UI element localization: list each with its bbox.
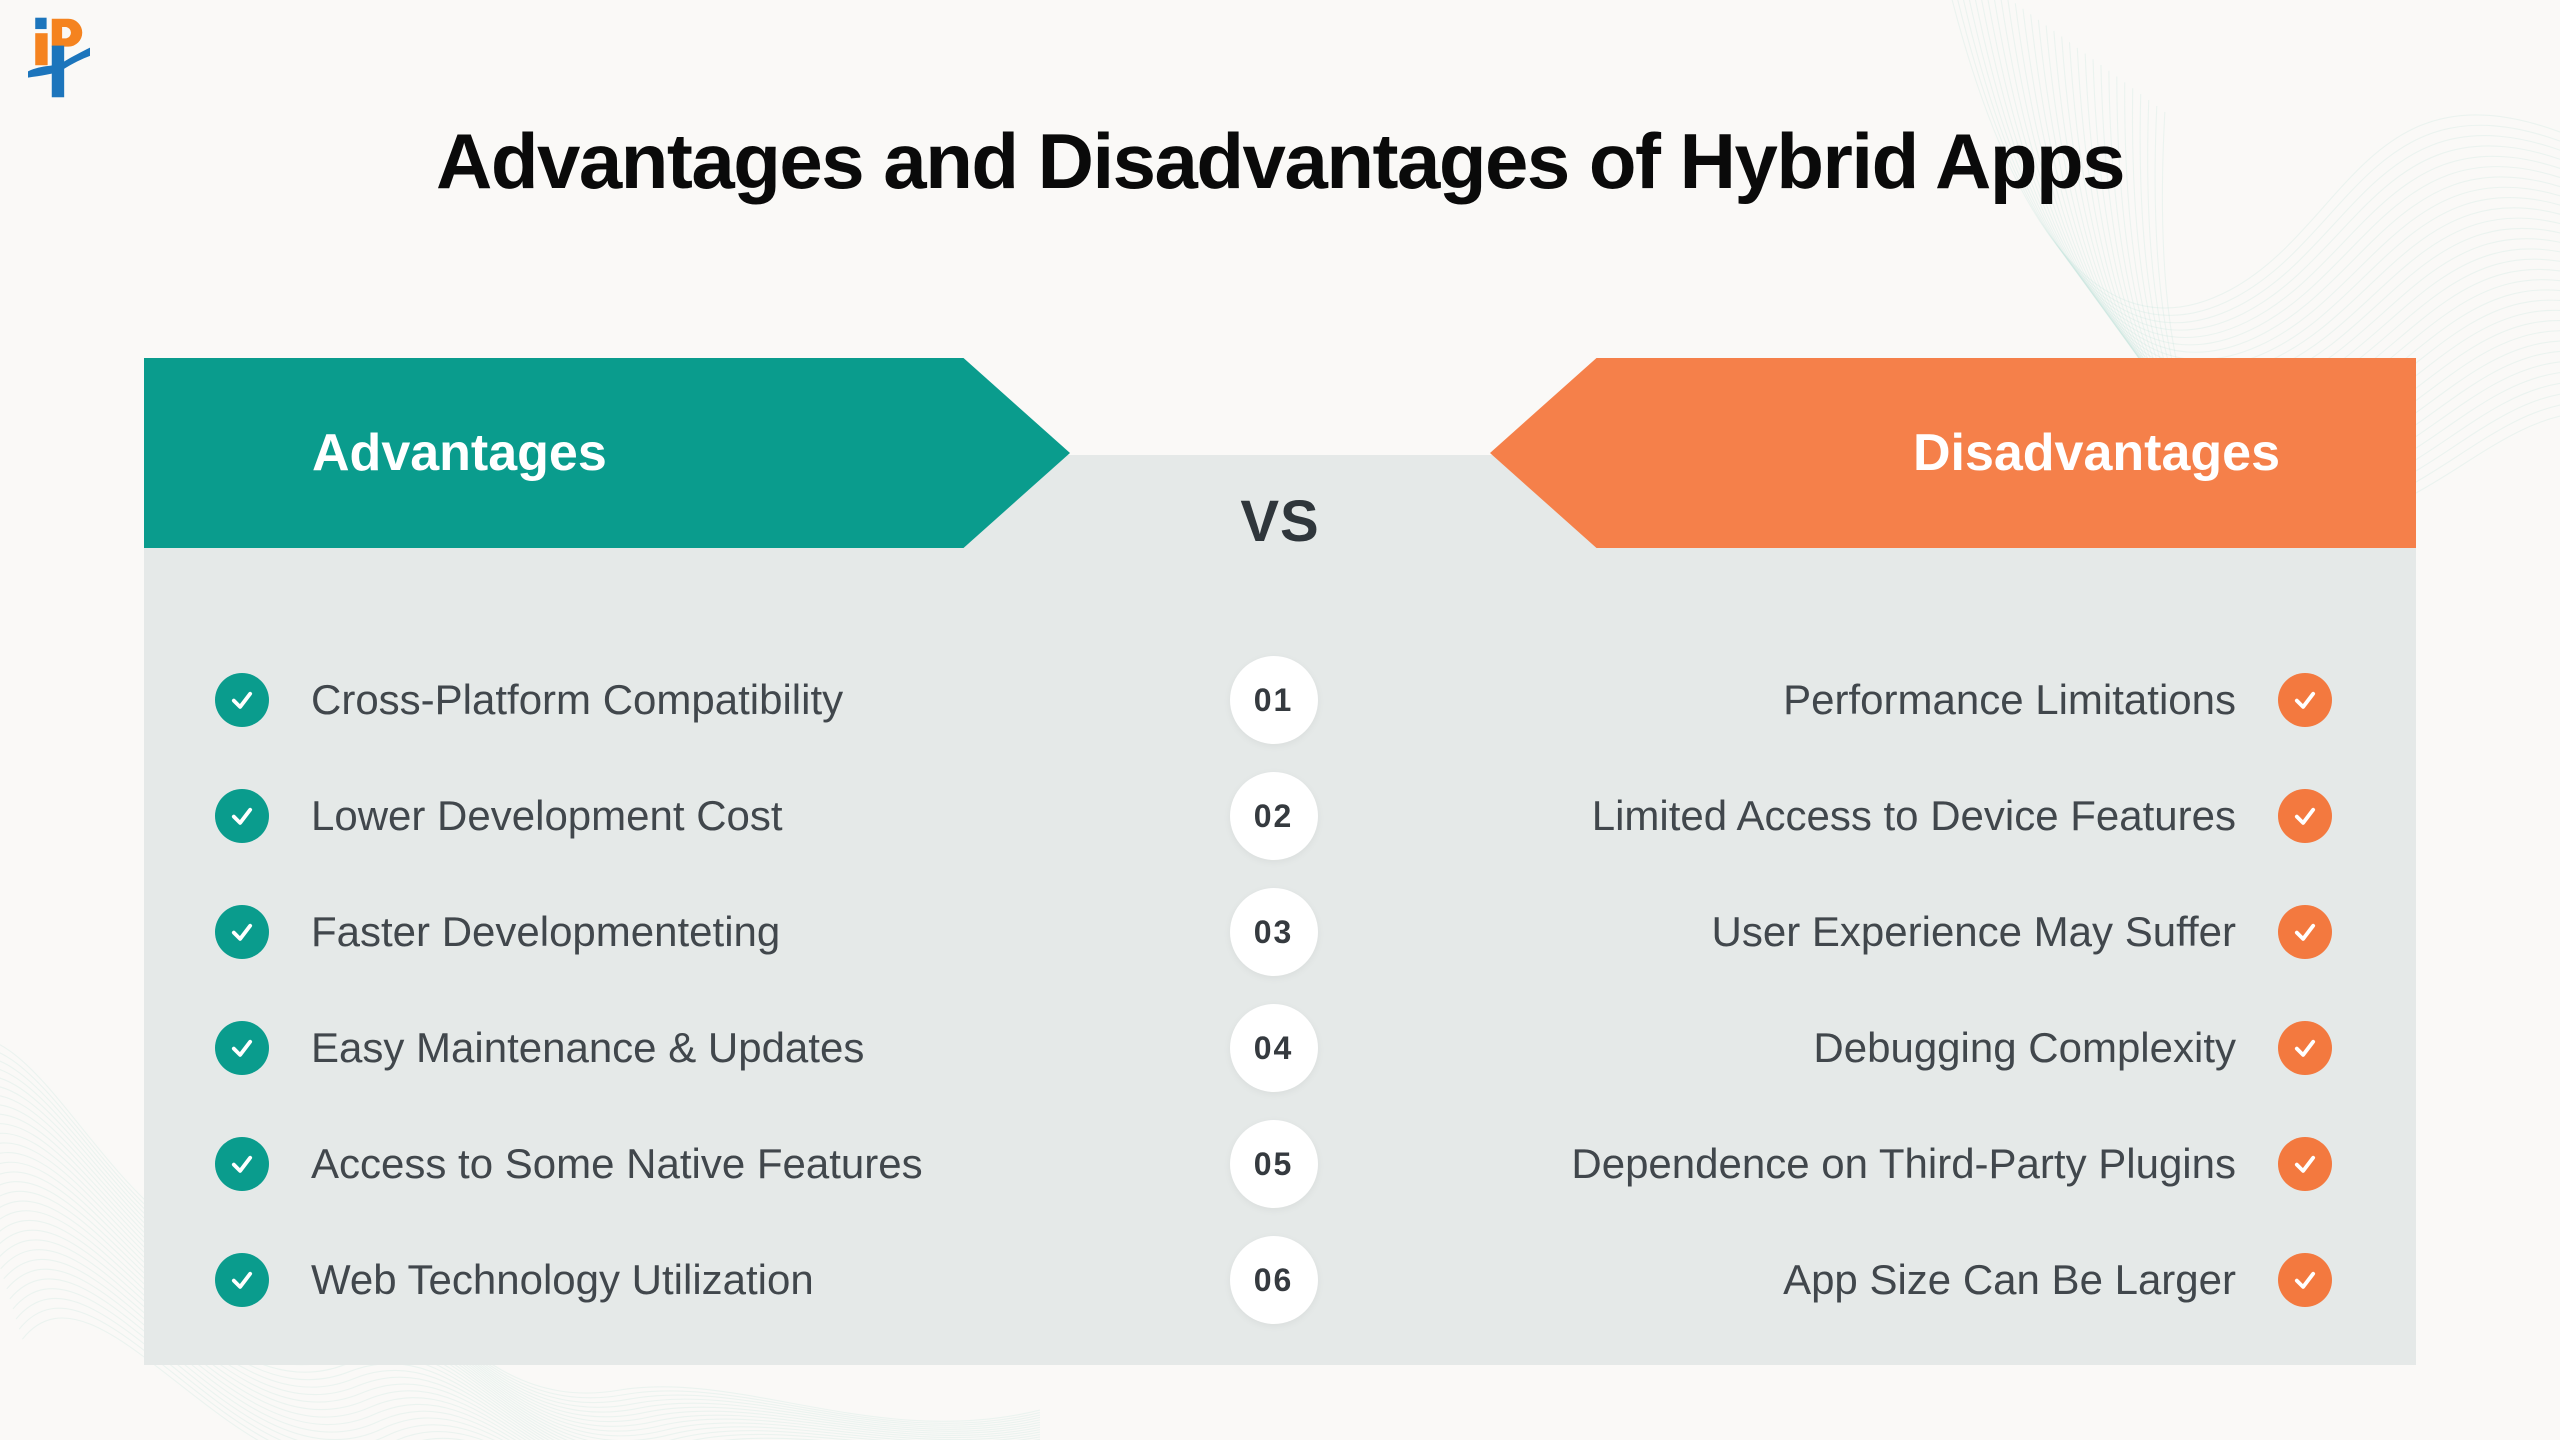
- disadvantage-label: User Experience May Suffer: [1711, 908, 2236, 955]
- row-number-badge: 01: [1229, 656, 1318, 744]
- comparison-row-6: Web Technology Utilization 06 App Size C…: [144, 1222, 2416, 1338]
- disadvantage-cell: Limited Access to Device Features: [1364, 789, 2417, 843]
- disadvantages-banner: Disadvantages: [1490, 358, 2416, 548]
- check-icon: [2278, 1021, 2332, 1075]
- advantage-label: Cross-Platform Compatibility: [311, 676, 844, 723]
- disadvantage-label: Debugging Complexity: [1813, 1024, 2236, 1071]
- advantage-label: Easy Maintenance & Updates: [311, 1024, 865, 1071]
- disadvantage-label: Limited Access to Device Features: [1591, 792, 2236, 839]
- check-icon: [215, 1253, 269, 1307]
- row-number-badge: 05: [1229, 1120, 1318, 1208]
- check-icon: [2278, 905, 2332, 959]
- comparison-row-3: Faster Developmenteting 03 User Experien…: [144, 874, 2416, 990]
- logo-p-shape: [51, 18, 83, 47]
- disadvantage-cell: App Size Can Be Larger: [1364, 1253, 2417, 1307]
- row-number-cell: 03: [1184, 888, 1364, 976]
- row-number-cell: 01: [1184, 656, 1364, 744]
- check-icon: [2278, 1253, 2332, 1307]
- check-icon: [2278, 1137, 2332, 1191]
- disadvantage-cell: User Experience May Suffer: [1364, 905, 2417, 959]
- row-number-cell: 04: [1184, 1004, 1364, 1092]
- disadvantage-cell: Debugging Complexity: [1364, 1021, 2417, 1075]
- versus-label: VS: [1240, 489, 1320, 554]
- comparison-row-5: Access to Some Native Features 05 Depend…: [144, 1106, 2416, 1222]
- disadvantage-cell: Performance Limitations: [1364, 673, 2417, 727]
- advantage-cell: Faster Developmenteting: [144, 905, 1184, 959]
- advantage-cell: Web Technology Utilization: [144, 1253, 1184, 1307]
- logo-dot: [35, 17, 47, 30]
- advantage-cell: Easy Maintenance & Updates: [144, 1021, 1184, 1075]
- check-icon: [215, 789, 269, 843]
- brand-logo: [28, 17, 90, 98]
- row-number-cell: 05: [1184, 1120, 1364, 1208]
- advantage-label: Faster Developmenteting: [311, 908, 781, 955]
- advantage-label: Lower Development Cost: [311, 792, 783, 839]
- advantages-banner-label: Advantages: [312, 424, 607, 482]
- advantages-banner: Advantages: [144, 358, 1070, 548]
- advantage-label: Web Technology Utilization: [311, 1256, 814, 1303]
- disadvantages-banner-label: Disadvantages: [1912, 424, 2280, 482]
- disadvantage-label: Performance Limitations: [1783, 676, 2236, 723]
- page-title: Advantages and Disadvantages of Hybrid A…: [436, 117, 2126, 205]
- check-icon: [215, 1021, 269, 1075]
- comparison-row-1: Cross-Platform Compatibility 01 Performa…: [144, 642, 2416, 758]
- row-number-badge: 03: [1229, 888, 1318, 976]
- row-number-badge: 02: [1229, 772, 1318, 860]
- check-icon: [2278, 673, 2332, 727]
- advantage-cell: Access to Some Native Features: [144, 1137, 1184, 1191]
- comparison-rows: Cross-Platform Compatibility 01 Performa…: [144, 642, 2416, 1338]
- check-icon: [215, 905, 269, 959]
- advantage-cell: Cross-Platform Compatibility: [144, 673, 1184, 727]
- advantage-label: Access to Some Native Features: [311, 1140, 923, 1187]
- comparison-row-4: Easy Maintenance & Updates 04 Debugging …: [144, 990, 2416, 1106]
- row-number-cell: 02: [1184, 772, 1364, 860]
- disadvantage-label: Dependence on Third-Party Plugins: [1571, 1140, 2236, 1187]
- logo-i-bar: [35, 33, 48, 66]
- disadvantage-cell: Dependence on Third-Party Plugins: [1364, 1137, 2417, 1191]
- check-icon: [2278, 789, 2332, 843]
- row-number-badge: 06: [1229, 1236, 1318, 1324]
- row-number-badge: 04: [1229, 1004, 1318, 1092]
- disadvantage-label: App Size Can Be Larger: [1783, 1256, 2236, 1303]
- row-number-cell: 06: [1184, 1236, 1364, 1324]
- advantage-cell: Lower Development Cost: [144, 789, 1184, 843]
- check-icon: [215, 673, 269, 727]
- comparison-row-2: Lower Development Cost 02 Limited Access…: [144, 758, 2416, 874]
- check-icon: [215, 1137, 269, 1191]
- logo-swoosh: [28, 47, 90, 78]
